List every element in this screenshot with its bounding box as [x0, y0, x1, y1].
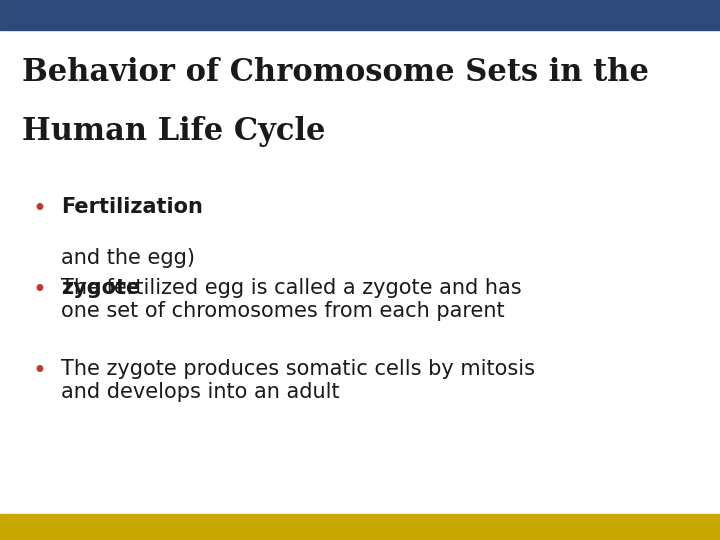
Text: Fertilization is the union of gametes (the sperm
and the egg): Fertilization is the union of gametes (t… — [61, 197, 557, 240]
Text: Fertilization: Fertilization — [61, 197, 203, 217]
Text: zygote: zygote — [61, 278, 140, 298]
Text: The fertilized egg is called a zygote and has
one set of chromosomes from each p: The fertilized egg is called a zygote an… — [61, 278, 522, 321]
Text: Human Life Cycle: Human Life Cycle — [22, 116, 325, 147]
Text: and the egg): and the egg) — [61, 248, 195, 268]
Text: © 2011 Pearson Education, Inc.: © 2011 Pearson Education, Inc. — [14, 522, 192, 532]
Text: •: • — [32, 197, 46, 221]
Text: •: • — [32, 359, 46, 383]
Text: The zygote produces somatic cells by mitosis
and develops into an adult: The zygote produces somatic cells by mit… — [61, 359, 535, 402]
Text: Behavior of Chromosome Sets in the: Behavior of Chromosome Sets in the — [22, 57, 649, 87]
Text: •: • — [32, 278, 46, 302]
